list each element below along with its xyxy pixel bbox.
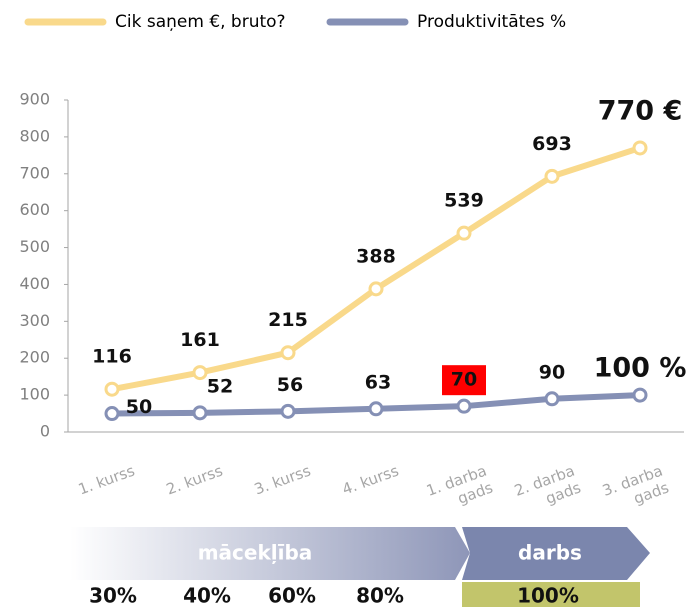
x-tick-label: 3. darbagads xyxy=(600,461,671,516)
x-tick-label-group: 2. darbagads xyxy=(512,461,583,516)
y-tick-label: 500 xyxy=(19,237,50,256)
x-tick-label: 3. kurss xyxy=(252,461,313,498)
value-label: 693 xyxy=(532,133,572,155)
value-label: 161 xyxy=(180,329,220,351)
point xyxy=(368,401,384,417)
point xyxy=(456,398,472,414)
legend-label: Cik saņem €, bruto? xyxy=(115,12,286,32)
y-tick-label: 700 xyxy=(19,163,50,182)
stage-label: mācekļība xyxy=(198,541,313,565)
value-label: 52 xyxy=(207,375,233,397)
value-label: 56 xyxy=(277,374,303,396)
point xyxy=(632,140,648,156)
point xyxy=(632,387,648,403)
x-tick-label-group: 3. darbagads xyxy=(600,461,671,516)
series-line xyxy=(111,145,641,393)
stage-box xyxy=(462,582,640,607)
value-label: 70 xyxy=(451,369,477,391)
x-tick-label-group: 3. kurss xyxy=(252,461,313,498)
x-tick-label-group: 2. kurss xyxy=(164,461,225,498)
stage-arrow xyxy=(462,527,650,580)
value-label: 116 xyxy=(92,346,132,368)
y-tick-label: 300 xyxy=(19,311,50,330)
x-tick-label: 2. kurss xyxy=(164,461,225,498)
stage-label: darbs xyxy=(518,541,582,565)
highlight-box xyxy=(442,365,486,396)
point xyxy=(544,168,560,184)
point xyxy=(192,405,208,421)
y-tick-label: 0 xyxy=(40,422,50,441)
x-tick-label: 4. kurss xyxy=(340,461,401,498)
point xyxy=(104,381,120,397)
x-tick-label-group: 4. kurss xyxy=(340,461,401,498)
y-tick-label: 100 xyxy=(19,385,50,404)
value-label: 215 xyxy=(268,309,308,331)
legend-label: Produktivitātes % xyxy=(417,12,566,32)
y-tick-label: 200 xyxy=(19,348,50,367)
point xyxy=(456,225,472,241)
value-label: 100 % xyxy=(594,353,687,384)
point xyxy=(104,406,120,422)
point xyxy=(368,281,384,297)
stage-share: 80% xyxy=(356,584,404,607)
point xyxy=(280,345,296,361)
stage-share: 40% xyxy=(183,584,231,607)
point xyxy=(280,403,296,419)
stage-share: 30% xyxy=(89,584,137,607)
value-label: 63 xyxy=(365,371,391,393)
y-tick-label: 400 xyxy=(19,274,50,293)
stage-share: 100% xyxy=(517,584,579,607)
value-label: 50 xyxy=(126,396,152,418)
stage-share: 60% xyxy=(268,584,316,607)
x-tick-label: 2. darbagads xyxy=(512,461,583,516)
value-label: 770 € xyxy=(598,95,683,126)
x-tick-label-group: 1. kurss xyxy=(76,461,137,498)
y-tick-label: 900 xyxy=(19,90,50,109)
x-tick-label: 1. kurss xyxy=(76,461,137,498)
stage-arrow xyxy=(70,527,470,580)
value-label: 539 xyxy=(444,190,484,212)
y-tick-label: 800 xyxy=(19,126,50,145)
value-label: 388 xyxy=(356,245,396,267)
point xyxy=(192,365,208,381)
y-tick-label: 600 xyxy=(19,200,50,219)
value-label: 90 xyxy=(539,361,565,383)
x-tick-label: 1. darbagads xyxy=(424,461,495,516)
point xyxy=(544,391,560,407)
x-tick-label-group: 1. darbagads xyxy=(424,461,495,516)
